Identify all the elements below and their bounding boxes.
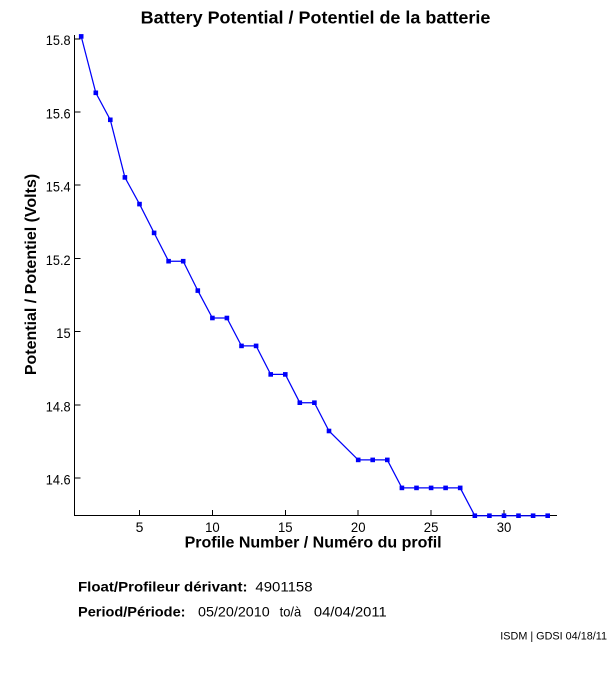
svg-text:15.6: 15.6 bbox=[46, 105, 71, 121]
svg-text:4901158: 4901158 bbox=[255, 579, 313, 594]
svg-text:15: 15 bbox=[278, 519, 293, 535]
svg-text:15.4: 15.4 bbox=[46, 179, 71, 195]
svg-text:14.6: 14.6 bbox=[46, 472, 71, 488]
svg-text:15.8: 15.8 bbox=[46, 32, 71, 48]
svg-text:Battery Potential / Potentiel: Battery Potential / Potentiel de la batt… bbox=[141, 8, 491, 28]
svg-text:to/à: to/à bbox=[280, 604, 302, 619]
svg-text:10: 10 bbox=[205, 519, 220, 535]
svg-text:15: 15 bbox=[56, 325, 70, 341]
svg-text:20: 20 bbox=[351, 519, 366, 535]
svg-text:Profile Number / Numéro du pro: Profile Number / Numéro du profil bbox=[185, 535, 442, 552]
svg-text:25: 25 bbox=[424, 519, 439, 535]
svg-text:5: 5 bbox=[136, 519, 144, 535]
svg-text:Float/Profileur dérivant:: Float/Profileur dérivant: bbox=[78, 579, 248, 594]
svg-text:14.8: 14.8 bbox=[46, 398, 71, 414]
svg-text:ISDM | GDSI 04/18/11: ISDM | GDSI 04/18/11 bbox=[500, 630, 607, 642]
svg-text:05/20/2010: 05/20/2010 bbox=[198, 604, 270, 619]
svg-text:15.2: 15.2 bbox=[46, 252, 71, 268]
svg-text:30: 30 bbox=[497, 519, 512, 535]
svg-text:04/04/2011: 04/04/2011 bbox=[314, 604, 387, 619]
svg-text:Period/Période:: Period/Période: bbox=[78, 604, 186, 619]
svg-text:Potential / Potentiel (Volts): Potential / Potentiel (Volts) bbox=[23, 174, 40, 375]
